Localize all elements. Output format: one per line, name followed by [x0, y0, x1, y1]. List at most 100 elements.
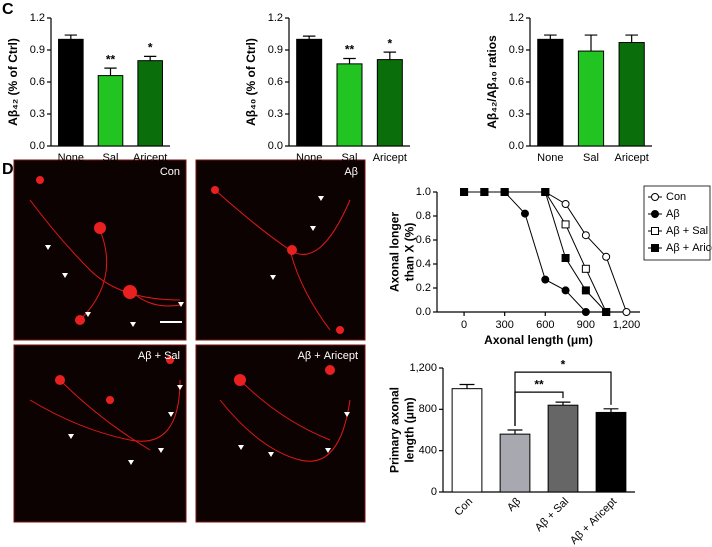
point — [602, 252, 611, 261]
bar — [537, 38, 564, 147]
bar — [451, 388, 483, 493]
x-tick-label: 0 — [461, 319, 467, 331]
error-bar — [64, 34, 77, 40]
point — [561, 200, 570, 208]
image-label: Con — [160, 166, 180, 178]
y-tick-label: 800 — [419, 403, 437, 415]
y-tick-label: 1.0 — [416, 186, 431, 198]
significance: * — [387, 36, 392, 50]
legend-label: Aβ + Sal — [666, 225, 708, 237]
y-tick-label: 0.0 — [30, 140, 45, 152]
bar — [595, 411, 627, 493]
bar — [97, 75, 124, 147]
y-tick-label: 0.6 — [30, 76, 45, 88]
y-tick-label: 1.2 — [30, 12, 45, 24]
micrograph — [195, 344, 366, 523]
bar — [336, 63, 363, 147]
panel-label: C — [2, 1, 14, 18]
y-tick-label: 0.4 — [416, 258, 431, 270]
legend-label: Aβ — [666, 208, 680, 220]
image-label: Aβ + Aricept — [298, 350, 358, 362]
significance: * — [561, 357, 566, 371]
y-tick-label: 0.0 — [509, 140, 524, 152]
x-tick-label: Aricept — [373, 152, 407, 164]
bar — [618, 42, 645, 147]
error-bar — [383, 51, 397, 60]
error-bar — [104, 67, 117, 76]
y-tick-label: 0.9 — [30, 44, 45, 56]
x-tick-label: 1,200 — [613, 319, 641, 331]
bar — [376, 59, 403, 147]
y-tick-label: 0.9 — [268, 44, 283, 56]
y-tick-label: 1.2 — [268, 12, 283, 24]
bar — [577, 50, 605, 147]
point — [561, 220, 570, 229]
x-tick-label: Sal — [342, 152, 358, 164]
legend-marker — [651, 244, 659, 252]
error-bar — [603, 408, 619, 413]
point — [581, 286, 590, 295]
point — [541, 188, 550, 196]
y-tick-label: 0.6 — [268, 76, 283, 88]
y-tick-label: 0.3 — [268, 108, 283, 120]
bar — [547, 404, 579, 493]
y-axis-label: Aβ₄₂/Aβ₄₀ ratios — [485, 35, 499, 129]
x-tick-label: Aβ + Sal — [533, 496, 571, 534]
x-tick-label: 300 — [495, 319, 513, 331]
x-tick-label: Aricept — [133, 152, 167, 164]
bar — [137, 60, 163, 147]
point — [480, 188, 489, 196]
y-tick-label: 0.3 — [509, 108, 524, 120]
error-bar — [302, 35, 316, 40]
y-tick-label: 0.3 — [30, 108, 45, 120]
x-tick-label: None — [58, 152, 84, 164]
y-axis-label: Primary axonal — [388, 387, 402, 473]
y-axis-label: length (μm) — [403, 397, 417, 462]
x-axis-label: Axonal length (μm) — [484, 333, 593, 347]
significance: * — [148, 41, 153, 55]
point — [581, 264, 590, 273]
panel-label: D — [2, 161, 14, 178]
error-bar — [625, 34, 638, 43]
x-tick-label: Sal — [103, 152, 119, 164]
y-tick-label: 1,200 — [409, 362, 437, 374]
micrograph — [13, 344, 187, 523]
legend-label: Aβ + Aricept — [666, 242, 712, 254]
bar — [58, 38, 84, 147]
error-bar — [144, 55, 157, 61]
x-tick-label: Sal — [583, 152, 599, 164]
legend-marker — [651, 227, 659, 235]
point — [460, 188, 469, 196]
axons — [29, 189, 351, 462]
x-tick-label: Con — [452, 496, 475, 519]
point — [561, 254, 570, 262]
x-tick-label: None — [296, 152, 322, 164]
error-bar — [584, 34, 598, 52]
point — [541, 275, 550, 284]
y-tick-label: 0.8 — [416, 210, 431, 222]
y-tick-label: 0 — [431, 486, 437, 498]
micrographs: Con Aβ Aβ + Sal Aβ + Aricept — [13, 159, 366, 523]
y-tick-label: 1.2 — [509, 12, 524, 24]
x-tick-label: Aβ + Aricept — [568, 496, 619, 547]
y-axis-label: Aβ₄₂ (% of Ctrl) — [6, 38, 20, 126]
image-label: Aβ — [344, 166, 358, 178]
arrowheads — [45, 196, 350, 465]
x-tick-label: None — [537, 152, 563, 164]
point — [581, 308, 590, 316]
y-tick-label: 400 — [419, 445, 437, 457]
point — [622, 308, 631, 316]
y-axis-label: Axonal longer — [388, 212, 402, 292]
legend-marker — [651, 210, 659, 218]
legend-label: Con — [666, 191, 686, 203]
bracket — [514, 371, 612, 426]
bar — [296, 38, 323, 147]
point — [581, 231, 590, 240]
cell-bodies — [36, 176, 344, 404]
y-tick-label: 0.6 — [509, 76, 524, 88]
series-line — [464, 191, 627, 313]
bar — [499, 433, 531, 493]
y-axis-label: Aβ₄₀ (% of Ctrl) — [244, 38, 258, 126]
